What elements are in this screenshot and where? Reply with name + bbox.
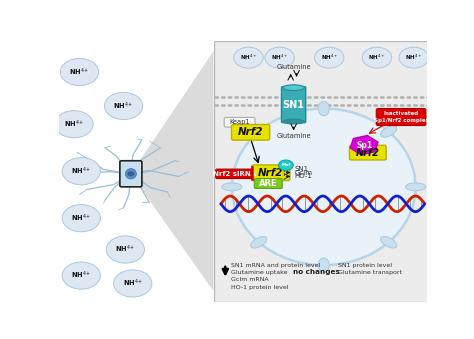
- Circle shape: [399, 47, 428, 68]
- Text: NH$^{4+}$: NH$^{4+}$: [321, 53, 338, 62]
- Text: Glutamine: Glutamine: [276, 64, 311, 70]
- Ellipse shape: [283, 85, 304, 91]
- Circle shape: [104, 92, 143, 120]
- Text: NH$^{4+}$: NH$^{4+}$: [115, 244, 136, 255]
- Ellipse shape: [405, 183, 426, 191]
- Circle shape: [234, 47, 263, 68]
- Text: Maf: Maf: [281, 163, 291, 167]
- Text: Nrf2: Nrf2: [238, 127, 264, 137]
- FancyBboxPatch shape: [59, 41, 213, 302]
- Text: NH$^{4+}$: NH$^{4+}$: [123, 278, 143, 289]
- Text: Nrf2: Nrf2: [356, 148, 380, 158]
- Text: SN1: SN1: [294, 165, 309, 172]
- Text: Sp1: Sp1: [356, 141, 372, 149]
- FancyBboxPatch shape: [216, 169, 253, 179]
- Ellipse shape: [251, 236, 267, 248]
- Text: NH$^{4+}$: NH$^{4+}$: [71, 270, 91, 281]
- Text: NH$^{4+}$: NH$^{4+}$: [71, 213, 91, 224]
- FancyBboxPatch shape: [376, 108, 426, 125]
- Text: NH$^{4+}$: NH$^{4+}$: [405, 53, 422, 62]
- Ellipse shape: [251, 126, 267, 137]
- Text: Nrf2: Nrf2: [258, 168, 283, 178]
- Ellipse shape: [381, 236, 397, 248]
- FancyBboxPatch shape: [255, 179, 282, 188]
- Circle shape: [62, 158, 100, 185]
- Text: SN1: SN1: [283, 100, 305, 109]
- Ellipse shape: [381, 126, 397, 137]
- Text: Nrf2 siRNA: Nrf2 siRNA: [212, 171, 255, 177]
- Circle shape: [279, 160, 293, 171]
- Text: NH$^{4+}$: NH$^{4+}$: [71, 165, 91, 177]
- Ellipse shape: [232, 108, 416, 265]
- FancyBboxPatch shape: [231, 124, 270, 140]
- FancyBboxPatch shape: [224, 117, 255, 127]
- Ellipse shape: [222, 183, 242, 191]
- Polygon shape: [350, 135, 378, 155]
- Text: no changes: no changes: [293, 269, 340, 275]
- Text: NH$^{4+}$: NH$^{4+}$: [69, 66, 90, 78]
- Circle shape: [362, 47, 392, 68]
- Text: NH$^{4+}$: NH$^{4+}$: [64, 119, 84, 130]
- Ellipse shape: [283, 119, 304, 124]
- Text: NH$^{4+}$: NH$^{4+}$: [240, 53, 257, 62]
- Text: Keap1: Keap1: [229, 119, 250, 125]
- Circle shape: [62, 262, 100, 289]
- Text: NH$^{4+}$: NH$^{4+}$: [113, 100, 134, 112]
- Ellipse shape: [125, 168, 137, 179]
- Text: HO-1: HO-1: [294, 174, 312, 179]
- Circle shape: [127, 171, 135, 176]
- Circle shape: [315, 47, 344, 68]
- Circle shape: [60, 58, 99, 85]
- Text: SN1 protein level
Glutamine transport: SN1 protein level Glutamine transport: [338, 263, 402, 275]
- Circle shape: [55, 111, 93, 138]
- Text: Inactivated
Sp1/Nrf2 complex: Inactivated Sp1/Nrf2 complex: [374, 112, 428, 123]
- Text: Gclm: Gclm: [294, 170, 312, 176]
- FancyBboxPatch shape: [120, 161, 142, 187]
- FancyBboxPatch shape: [213, 41, 428, 302]
- FancyBboxPatch shape: [252, 165, 290, 181]
- Ellipse shape: [318, 101, 329, 116]
- Circle shape: [114, 270, 152, 297]
- Circle shape: [62, 205, 100, 232]
- Text: NH$^{4+}$: NH$^{4+}$: [368, 53, 385, 62]
- Text: Glutamine: Glutamine: [276, 133, 311, 139]
- Circle shape: [106, 236, 145, 263]
- Circle shape: [265, 47, 294, 68]
- Ellipse shape: [318, 258, 329, 272]
- Polygon shape: [131, 51, 213, 291]
- Text: ARE: ARE: [259, 179, 278, 188]
- Text: SN1 mRNA and protein level
Glutamine uptake
Gclm mRNA
HO-1 protein level: SN1 mRNA and protein level Glutamine upt…: [231, 263, 320, 290]
- Text: NH$^{4+}$: NH$^{4+}$: [271, 53, 288, 62]
- FancyBboxPatch shape: [349, 145, 386, 160]
- FancyBboxPatch shape: [282, 87, 306, 123]
